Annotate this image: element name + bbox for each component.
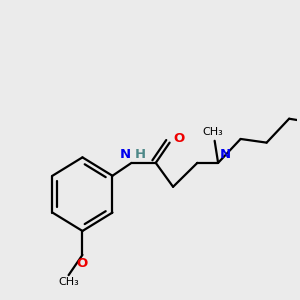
Text: H: H <box>135 148 146 161</box>
Text: O: O <box>77 257 88 270</box>
Text: CH₃: CH₃ <box>58 277 79 287</box>
Text: N: N <box>120 148 131 161</box>
Text: CH₃: CH₃ <box>202 127 223 137</box>
Text: N: N <box>220 148 231 161</box>
Text: O: O <box>173 133 184 146</box>
